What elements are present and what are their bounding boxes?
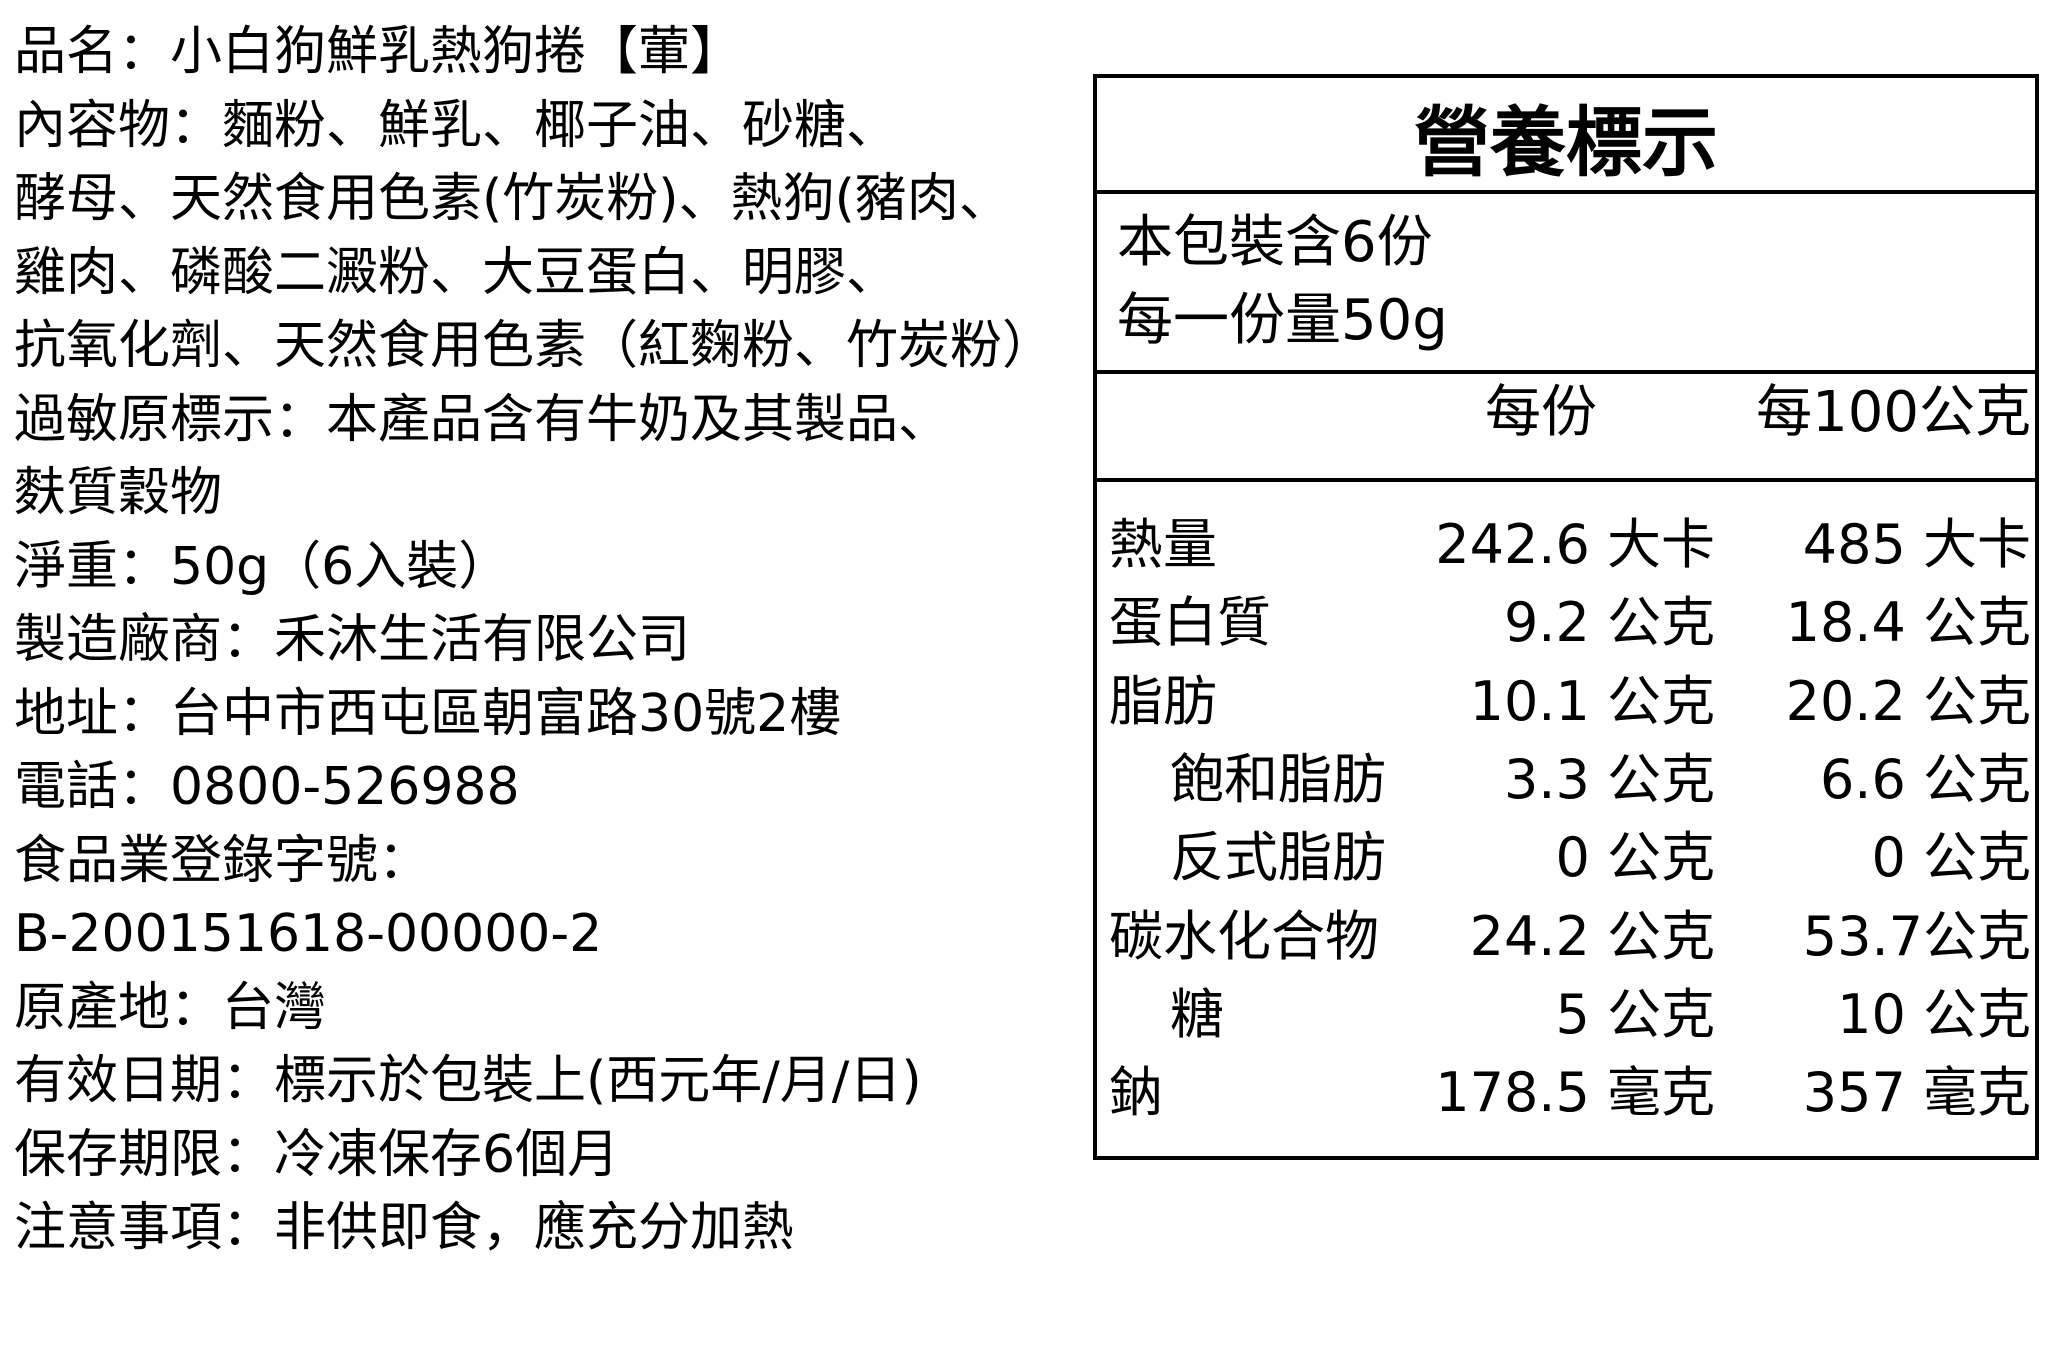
nutrient-row: 飽和脂肪 3.3 公克 6.6 公克 — [1097, 741, 2035, 819]
nutrient-row: 熱量 242.6 大卡 485 大卡 — [1097, 506, 2035, 584]
divider — [1097, 478, 2035, 482]
per-serving-value: 242.6 大卡 — [1435, 513, 1715, 576]
info-line: 地址：台中市西屯區朝富路30號2樓 — [14, 683, 842, 744]
info-line: 過敏原標示：本產品含有牛奶及其製品、 — [14, 389, 951, 450]
nutrient-label: 鈉 — [1109, 1061, 1163, 1125]
column-header-per-100g: 每100公克 — [1756, 380, 2031, 445]
info-line: 保存期限：冷凍保存6個月 — [14, 1124, 620, 1185]
info-line: 抗氧化劑、天然食用色素（紅麴粉、竹炭粉） — [14, 316, 1055, 376]
nutrient-row: 蛋白質 9.2 公克 18.4 公克 — [1097, 584, 2035, 662]
per-100g-value: 20.2 公克 — [1785, 669, 2031, 733]
nutrition-facts-panel: 營養標示 本包裝含6份 每一份量50g 每份 每100公克 熱量 242.6 大卡… — [1093, 74, 2039, 1160]
info-line: 酵母、天然食用色素(竹炭粉)、熱狗(豬肉、 — [14, 169, 1011, 229]
nutrient-label: 飽和脂肪 — [1170, 747, 1386, 811]
per-100g-value: 18.4 公克 — [1785, 591, 2031, 655]
column-header-per-serving: 每份 — [1485, 380, 1597, 445]
nutrition-title: 營養標示 — [1414, 98, 1718, 187]
info-line: 電話：0800-526988 — [14, 757, 520, 817]
per-100g-value: 6.6 公克 — [1819, 747, 2031, 811]
nutrient-label: 蛋白質 — [1109, 591, 1271, 655]
nutrient-row: 鈉 178.5 毫克 357 毫克 — [1097, 1054, 2035, 1132]
nutrient-row: 碳水化合物 24.2 公克 53.7公克 — [1097, 898, 2035, 976]
servings-per-package: 本包裝含6份 — [1117, 210, 1433, 275]
per-serving-value: 10.1 公克 — [1469, 669, 1715, 733]
per-100g-value: 0 公克 — [1871, 826, 2031, 890]
serving-size: 每一份量50g — [1117, 288, 1448, 353]
info-line: 原產地：台灣 — [14, 977, 327, 1038]
per-serving-value: 5 公克 — [1555, 982, 1715, 1046]
per-serving-value: 9.2 公克 — [1503, 591, 1715, 655]
info-line: 雞肉、磷酸二澱粉、大豆蛋白、明膠、 — [14, 242, 899, 303]
nutrient-row: 反式脂肪 0 公克 0 公克 — [1097, 819, 2035, 897]
info-line: 注意事項：非供即食，應充分加熱 — [14, 1198, 795, 1258]
info-line: B-200151618-00000-2 — [14, 904, 603, 964]
nutrient-label: 脂肪 — [1109, 669, 1217, 733]
nutrient-label: 反式脂肪 — [1170, 826, 1386, 890]
per-100g-value: 485 大卡 — [1802, 513, 2031, 576]
per-serving-value: 0 公克 — [1555, 826, 1715, 890]
per-100g-value: 357 毫克 — [1802, 1061, 2031, 1125]
info-line: 有效日期：標示於包裝上(西元年/月/日) — [14, 1051, 922, 1111]
info-line: 品名：小白狗鮮乳熱狗捲【葷】 — [14, 22, 743, 82]
per-serving-value: 178.5 毫克 — [1435, 1061, 1715, 1125]
per-serving-value: 3.3 公克 — [1503, 747, 1715, 811]
per-serving-value: 24.2 公克 — [1469, 904, 1715, 968]
nutrient-label: 熱量 — [1109, 513, 1217, 576]
info-line: 製造廠商：禾沐生活有限公司 — [14, 610, 691, 670]
nutrient-label: 糖 — [1170, 982, 1224, 1046]
nutrient-row: 糖 5 公克 10 公克 — [1097, 976, 2035, 1054]
nutrient-row: 脂肪 10.1 公克 20.2 公克 — [1097, 663, 2035, 741]
divider — [1097, 190, 2035, 194]
info-line: 內容物：麵粉、鮮乳、椰子油、砂糖、 — [14, 95, 899, 156]
per-100g-value: 53.7公克 — [1802, 904, 2031, 968]
per-100g-value: 10 公克 — [1837, 982, 2031, 1046]
info-line: 麩質穀物 — [14, 463, 223, 523]
nutrient-label: 碳水化合物 — [1109, 904, 1379, 968]
info-line: 淨重：50g（6入裝） — [14, 536, 511, 597]
divider — [1097, 370, 2035, 374]
info-line: 食品業登錄字號： — [14, 830, 431, 891]
